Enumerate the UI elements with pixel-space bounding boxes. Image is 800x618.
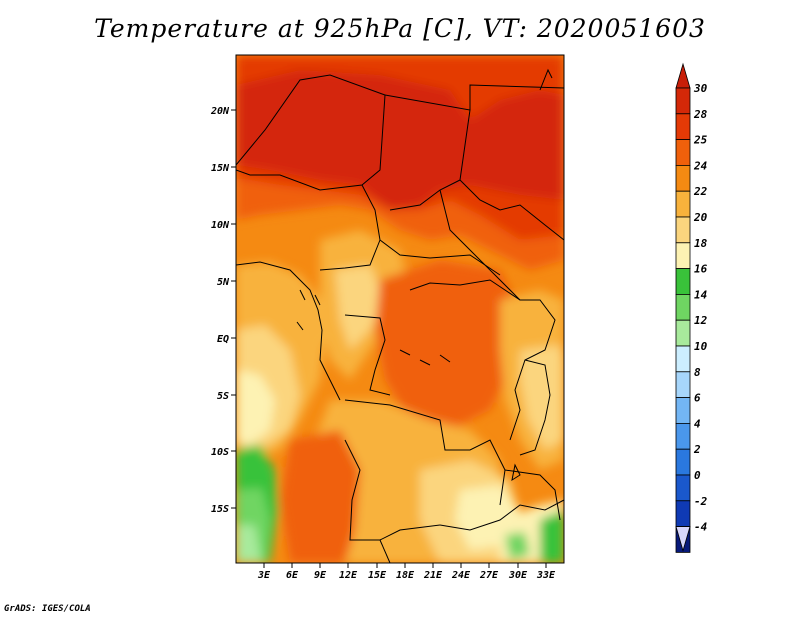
lat-label: 10N xyxy=(211,220,230,231)
legend-swatch xyxy=(675,500,691,527)
legend-label: 6 xyxy=(694,392,701,405)
legend-swatch xyxy=(675,139,691,166)
legend-swatch xyxy=(675,422,691,450)
latitude-axis: 20N 15N 10N 5N EQ 5S 10S 15S xyxy=(210,106,236,515)
lat-label: 20N xyxy=(210,106,230,117)
map-frame xyxy=(235,54,565,564)
legend-label: 25 xyxy=(693,134,708,147)
lon-label: 9E xyxy=(314,570,327,581)
longitude-axis: 3E 6E 9E 12E 15E 18E 21E 24E 27E 30E 33E xyxy=(257,563,556,581)
lat-label: 15S xyxy=(211,504,229,515)
legend-swatch xyxy=(675,113,691,141)
legend-label: 22 xyxy=(693,185,708,198)
legend-swatch xyxy=(675,474,691,502)
legend-label: 2 xyxy=(693,443,701,456)
legend-label: -2 xyxy=(694,495,708,508)
country-borders xyxy=(236,68,564,563)
lon-label: 27E xyxy=(479,570,499,581)
lon-label: 33E xyxy=(536,570,556,581)
lon-label: 12E xyxy=(339,570,358,581)
legend-label: 24 xyxy=(693,159,708,172)
legend-swatch xyxy=(675,319,691,347)
lon-label: 6E xyxy=(286,570,299,581)
legend-swatch xyxy=(675,216,691,244)
legend-swatch xyxy=(675,448,691,476)
lon-label: 24E xyxy=(451,570,471,581)
lon-label: 3E xyxy=(257,570,271,581)
legend-label: 8 xyxy=(694,366,701,379)
legend-swatch xyxy=(675,242,691,270)
legend-label: 16 xyxy=(694,263,708,276)
map-title: Temperature at 925hPa [C], VT: 202005160… xyxy=(94,14,706,43)
legend-label: -4 xyxy=(694,521,708,534)
lat-label: EQ xyxy=(217,334,229,345)
lat-label: 10S xyxy=(211,447,229,458)
lon-label: 30E xyxy=(508,570,528,581)
legend-swatch xyxy=(675,371,691,398)
legend-label: 14 xyxy=(694,288,708,301)
legend-bottom-arrow xyxy=(675,526,691,553)
lat-label: 5N xyxy=(217,277,230,288)
legend-label: 18 xyxy=(694,237,708,250)
legend-swatch xyxy=(675,345,691,373)
legend-top-arrow xyxy=(675,62,691,89)
legend-swatch xyxy=(675,190,691,218)
legend-swatch xyxy=(675,268,691,295)
legend-label: 10 xyxy=(694,340,708,353)
legend-label: 4 xyxy=(694,417,701,430)
legend-label: 0 xyxy=(694,469,701,482)
lon-label: 15E xyxy=(368,570,387,581)
legend-swatch xyxy=(675,87,691,115)
lon-label: 18E xyxy=(396,570,415,581)
lon-label: 21E xyxy=(423,570,443,581)
lat-label: 5S xyxy=(217,391,229,402)
legend-swatch xyxy=(675,397,691,424)
credit-text: GrADS: IGES/COLA xyxy=(4,604,91,614)
legend-label: 20 xyxy=(693,211,708,224)
temperature-field xyxy=(236,55,564,563)
lat-label: 15N xyxy=(211,163,230,174)
legend-swatch xyxy=(675,164,691,192)
legend-label: 12 xyxy=(694,314,708,327)
legend-swatch xyxy=(675,293,691,321)
legend-label: 30 xyxy=(693,82,708,95)
legend-label: 28 xyxy=(693,108,708,121)
